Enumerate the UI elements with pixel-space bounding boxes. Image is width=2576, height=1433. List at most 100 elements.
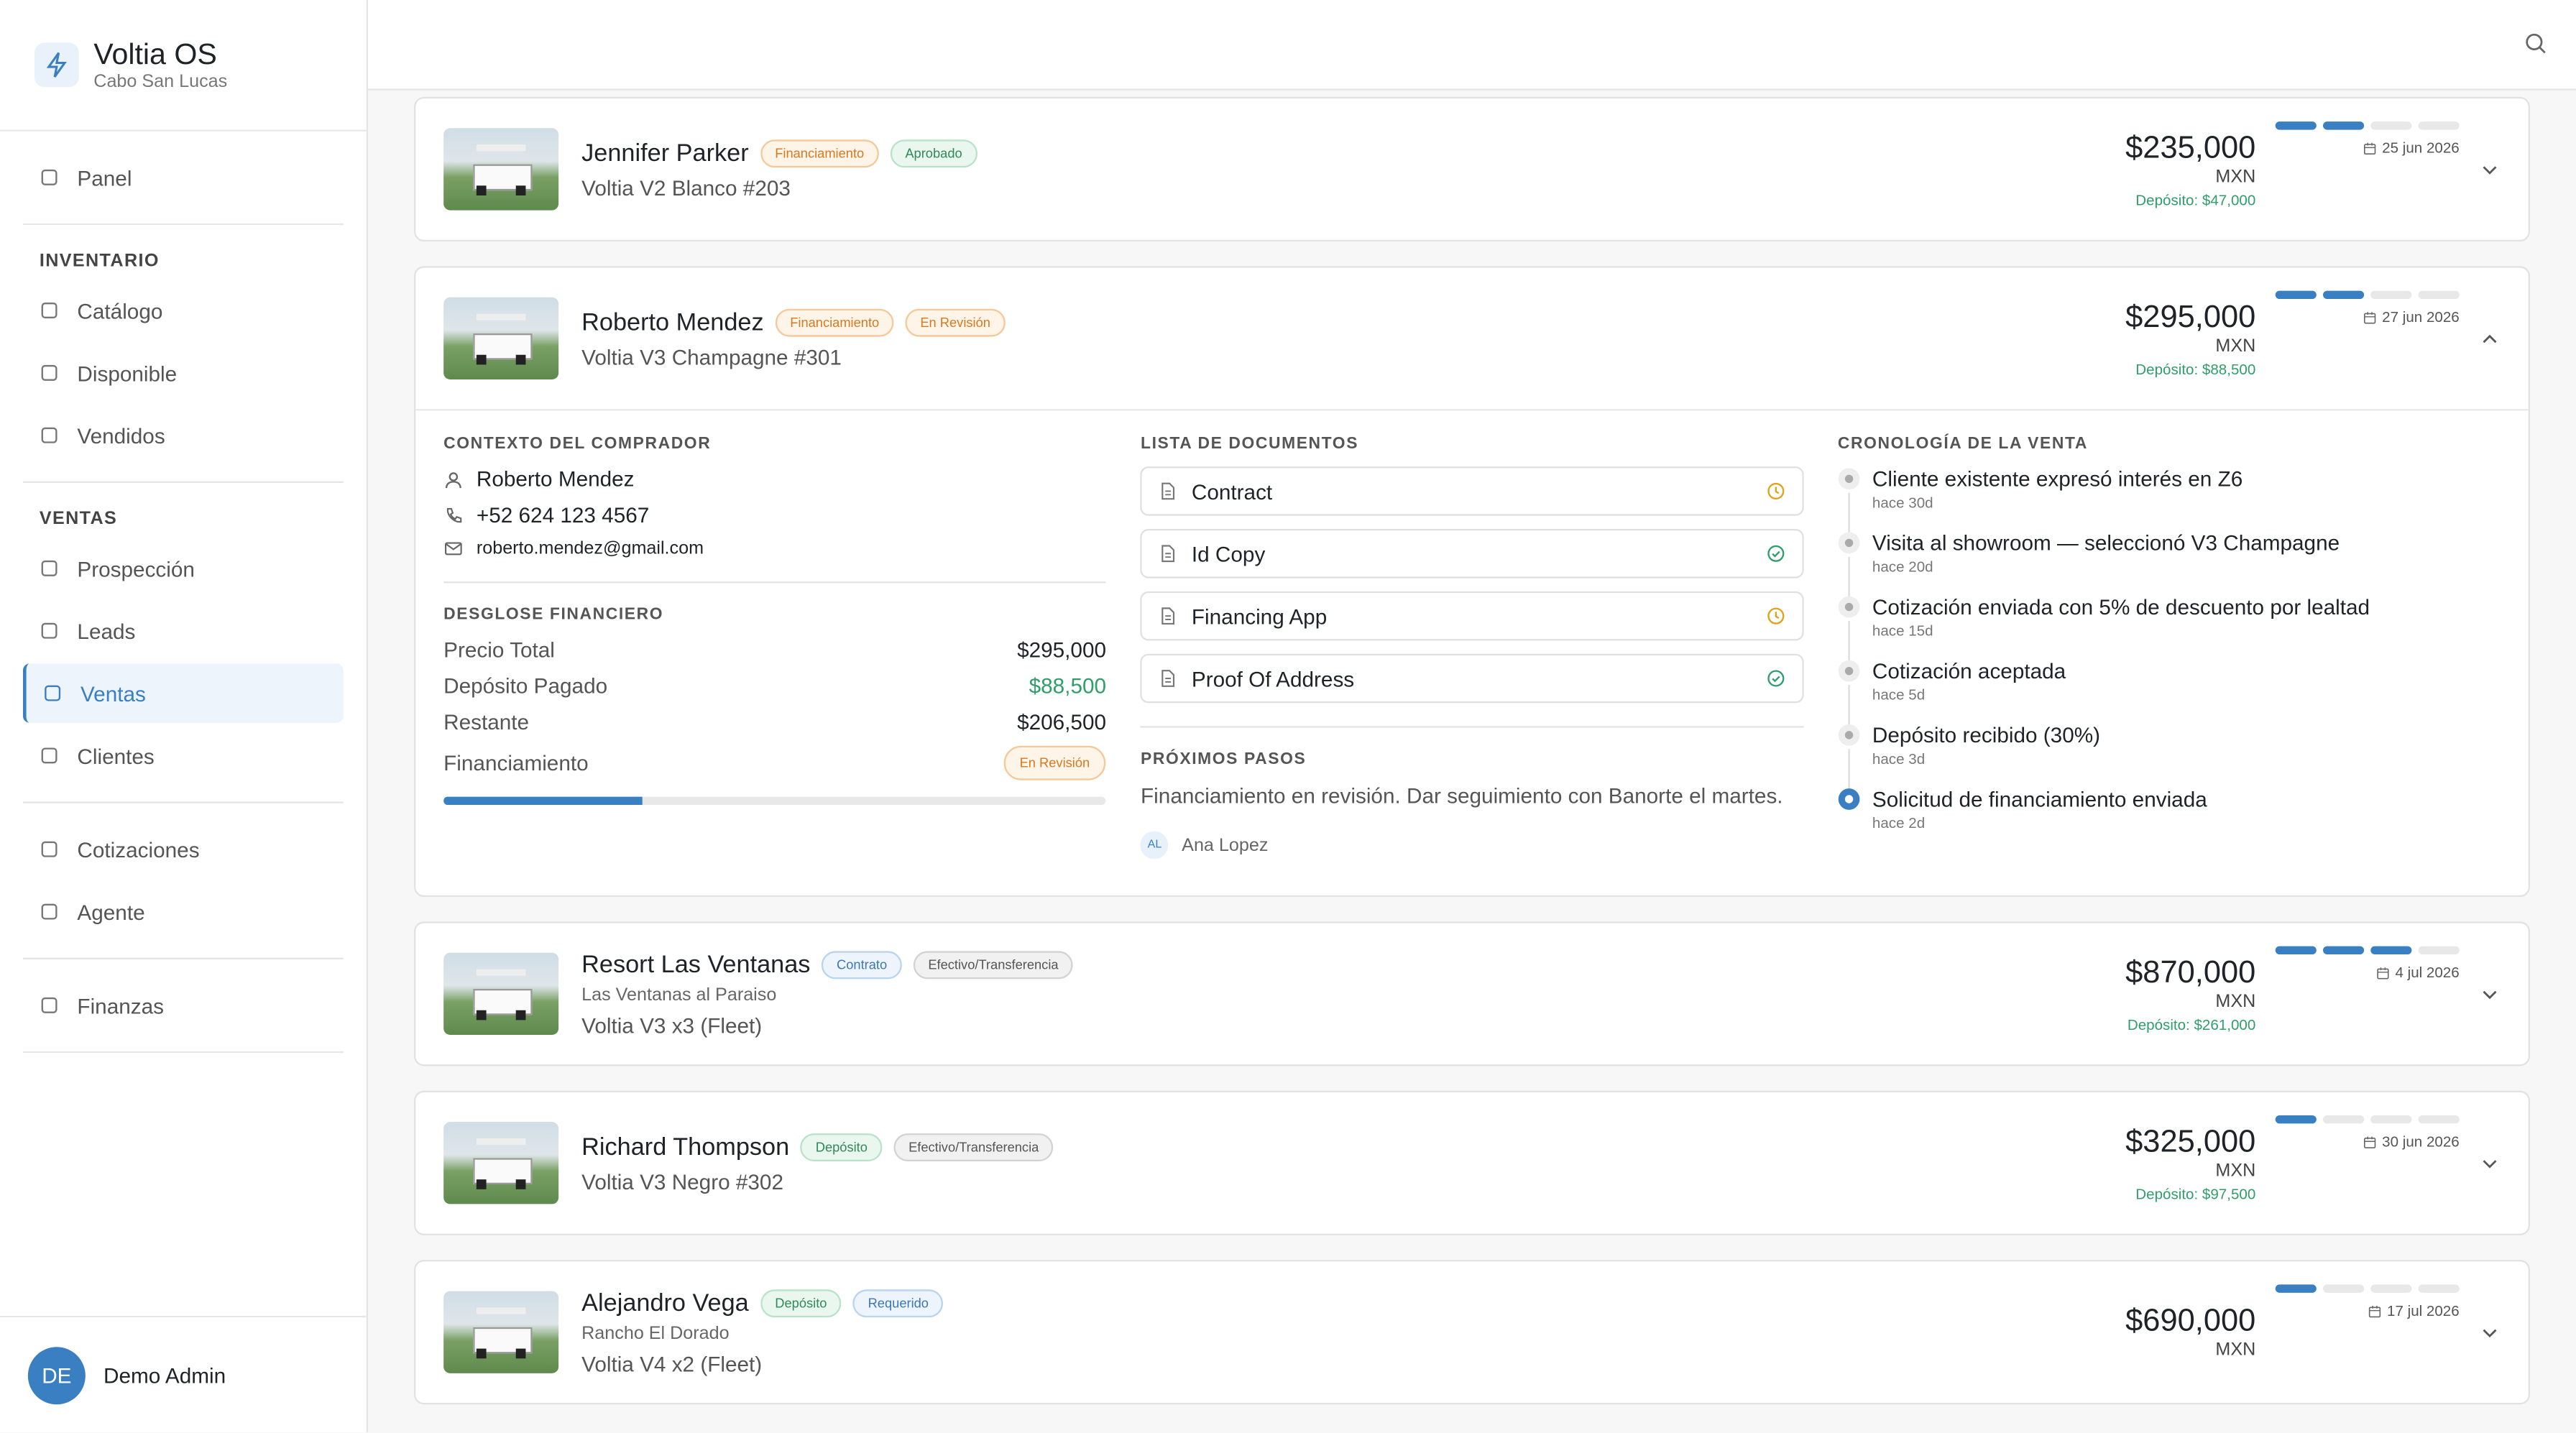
- progress: 30 jun 2026: [2275, 1115, 2460, 1150]
- user[interactable]: DE Demo Admin: [0, 1316, 367, 1433]
- thumbnail: [443, 1122, 559, 1204]
- nav-label: Clientes: [77, 743, 155, 768]
- timeline-line: [1847, 620, 1849, 663]
- nav-item[interactable]: Clientes: [23, 726, 344, 785]
- status-tag: Depósito: [760, 1289, 842, 1317]
- section-title: CONTEXTO DEL COMPRADOR: [443, 435, 712, 453]
- nav-item[interactable]: Leads: [23, 602, 344, 660]
- paid-fill: [443, 796, 643, 805]
- status-tag: Aprobado: [890, 139, 978, 167]
- event-time: hace 3d: [1872, 750, 1926, 768]
- box-icon: [41, 841, 58, 857]
- document[interactable]: Financing App: [1141, 591, 1803, 641]
- phone-icon: [446, 507, 462, 522]
- buyer-phone: +52 624 123 4567: [443, 502, 1106, 527]
- logo: [34, 42, 79, 88]
- status-tag: Financiamiento: [775, 308, 894, 336]
- client-company: Las Ventanas al Paraiso: [581, 985, 777, 1005]
- sale-card: Resort Las Ventanas Contrato Efectivo/Tran…: [413, 921, 2530, 1066]
- timeline-column: CRONOLOGÍA DE LA VENTA Cliente existente …: [1837, 435, 2501, 871]
- nav-item[interactable]: Cotizaciones: [23, 820, 344, 879]
- doc-icon: [1162, 545, 1175, 563]
- event-time: hace 20d: [1872, 558, 1933, 575]
- document[interactable]: Id Copy: [1141, 528, 1803, 579]
- progress-step: [2322, 1284, 2365, 1293]
- status-tag: Efectivo/Transferencia: [913, 950, 1074, 979]
- progress-step: [2275, 946, 2317, 954]
- finance-row: Precio Total $295,000: [443, 637, 1106, 662]
- nav-item[interactable]: Agente: [23, 882, 344, 941]
- document-name: Id Copy: [1191, 541, 1266, 566]
- sale-header[interactable]: Roberto Mendez Financiamiento En Revisión V…: [415, 268, 2528, 410]
- timeline-dot: [1837, 532, 1859, 554]
- timeline-line: [1847, 492, 1849, 534]
- finance-row: Financiamiento En Revisión: [443, 745, 1107, 780]
- doc-icon: [1162, 607, 1175, 625]
- sale-header[interactable]: Alejandro Vega Depósito Requerido Rancho El…: [415, 1261, 2528, 1403]
- box-icon: [41, 364, 58, 381]
- nav-item[interactable]: Panel: [23, 148, 344, 207]
- vehicle: Voltia V2 Blanco #203: [581, 175, 791, 200]
- progress: 17 jul 2026: [2275, 1284, 2460, 1319]
- thumbnail: [443, 128, 559, 211]
- timeline-dot: [1837, 788, 1859, 810]
- buyer-email: roberto.mendez@gmail.com: [443, 539, 1106, 558]
- sale-summary: $235,000 MXN Depósito: $47,000 25 jun 2026: [2125, 98, 2501, 240]
- divider: [1141, 726, 1803, 728]
- cart-wheels: [476, 1010, 526, 1020]
- nav-item[interactable]: Catálogo: [23, 281, 344, 340]
- sale-header[interactable]: Richard Thompson Depósito Efectivo/Transfe…: [415, 1092, 2528, 1234]
- box-icon: [41, 427, 58, 443]
- client-name: Resort Las Ventanas: [581, 950, 811, 979]
- event-text: Cotización enviada con 5% de descuento p…: [1872, 594, 2370, 619]
- document-name: Proof Of Address: [1191, 665, 1355, 691]
- progress-step: [2275, 1115, 2317, 1124]
- event-time: hace 15d: [1872, 622, 1933, 640]
- date: 4 jul 2026: [2395, 964, 2460, 981]
- nav-item[interactable]: Finanzas: [23, 976, 344, 1035]
- cart-roof: [476, 1138, 526, 1146]
- date: 27 jun 2026: [2382, 308, 2460, 326]
- status-tag: En Revisión: [905, 308, 1006, 336]
- sale-header[interactable]: Jennifer Parker Financiamiento Aprobado Vol…: [415, 98, 2528, 240]
- timeline-event: Depósito recibido (30%) hace 3d: [1837, 723, 2501, 791]
- paid-bar: [443, 796, 1107, 805]
- sale-header[interactable]: Resort Las Ventanas Contrato Efectivo/Tran…: [415, 923, 2528, 1065]
- progress-step: [2418, 290, 2460, 299]
- price-box: $325,000 MXN Depósito: $97,500: [2125, 1125, 2255, 1202]
- date-row: 4 jul 2026: [2276, 964, 2460, 981]
- price: $690,000: [2125, 1304, 2256, 1339]
- nav-group: VENTAS Prospección Leads Ventas Clientes: [22, 483, 344, 803]
- nav-item[interactable]: Ventas: [22, 663, 344, 723]
- cart-wheels: [476, 354, 526, 365]
- document[interactable]: Contract: [1141, 466, 1803, 516]
- search-icon[interactable]: [2525, 33, 2547, 55]
- currency: MXN: [2215, 991, 2256, 1011]
- timeline-dot: [1837, 660, 1859, 682]
- vehicle: Voltia V3 Negro #302: [581, 1169, 783, 1194]
- progress-step: [2322, 1115, 2365, 1124]
- finance-value: $88,500: [1029, 673, 1107, 699]
- nav-group: Panel: [22, 132, 344, 226]
- nav-group: INVENTARIO Catálogo Disponible Vendidos: [22, 225, 344, 483]
- finance-value: $295,000: [1017, 637, 1107, 663]
- progress-step: [2322, 290, 2365, 299]
- app-name: Voltia OS: [93, 37, 217, 71]
- price-box: $295,000 MXN Depósito: $88,500: [2125, 300, 2255, 377]
- mail-icon: [445, 542, 462, 556]
- price-box: $690,000 MXN: [2125, 1304, 2255, 1360]
- deposit: Depósito: $97,500: [2135, 1185, 2256, 1202]
- event-time: hace 2d: [1872, 814, 1926, 831]
- price: $235,000: [2125, 130, 2256, 165]
- document[interactable]: Proof Of Address: [1141, 653, 1803, 704]
- dot-core: [1844, 602, 1853, 612]
- nav-item[interactable]: Vendidos: [23, 406, 344, 465]
- section-title: CRONOLOGÍA DE LA VENTA: [1837, 435, 2088, 453]
- progress: 27 jun 2026: [2275, 290, 2460, 326]
- nav-item[interactable]: Prospección: [23, 539, 344, 598]
- brand-text: Voltia OS Cabo San Lucas: [93, 38, 227, 92]
- nav-item[interactable]: Disponible: [23, 344, 344, 402]
- progress-step: [2370, 946, 2412, 954]
- documents-column: LISTA DE DOCUMENTOS Contract Id Copy Financ…: [1141, 436, 1803, 871]
